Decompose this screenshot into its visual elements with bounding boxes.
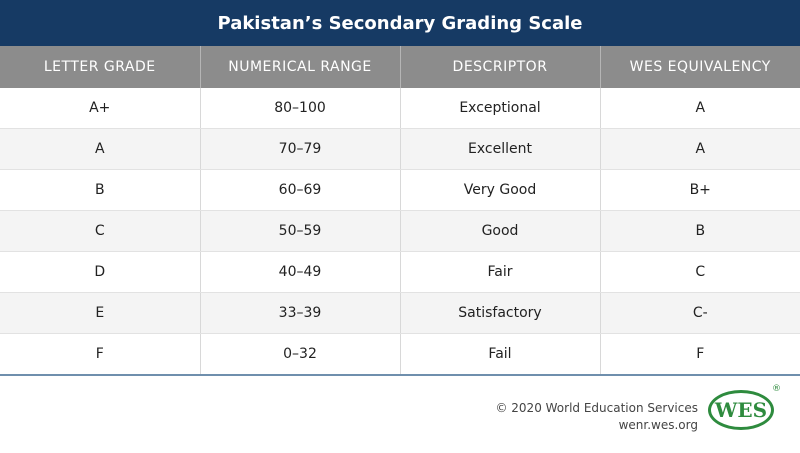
table-row: A+ 80–100 Exceptional A bbox=[0, 88, 800, 129]
table-row: C 50–59 Good B bbox=[0, 210, 800, 252]
table-cell: Fail bbox=[400, 333, 601, 376]
table-row: D 40–49 Fair C bbox=[0, 251, 800, 293]
table-cell: 40–49 bbox=[200, 251, 401, 293]
column-header: DESCRIPTOR bbox=[400, 46, 601, 88]
logo: WES bbox=[708, 390, 774, 430]
table-row: F 0–32 Fail F bbox=[0, 333, 800, 376]
table-row: B 60–69 Very Good B+ bbox=[0, 169, 800, 211]
copyright: © 2020 World Education Services bbox=[495, 401, 698, 415]
title-bar: Pakistan’s Secondary Grading Scale bbox=[0, 0, 800, 46]
table-cell: E bbox=[0, 292, 201, 334]
table-row: E 33–39 Satisfactory C- bbox=[0, 292, 800, 334]
table-cell: C bbox=[0, 210, 201, 252]
table-cell: 70–79 bbox=[200, 128, 401, 170]
table-cell: Excellent bbox=[400, 128, 601, 170]
table-cell: A bbox=[600, 88, 800, 129]
table-cell: B+ bbox=[600, 169, 800, 211]
table-cell: 80–100 bbox=[200, 88, 401, 129]
table-cell: Fair bbox=[400, 251, 601, 293]
logo-mark: ® bbox=[772, 384, 781, 394]
table-cell: B bbox=[600, 210, 800, 252]
column-header: LETTER GRADE bbox=[0, 46, 201, 88]
table-cell: Satisfactory bbox=[400, 292, 601, 334]
table-cell: Exceptional bbox=[400, 88, 601, 129]
table-cell: A bbox=[0, 128, 201, 170]
table-cell: Very Good bbox=[400, 169, 601, 211]
table-cell: A bbox=[600, 128, 800, 170]
table-row: A 70–79 Excellent A bbox=[0, 128, 800, 170]
table-cell: B bbox=[0, 169, 201, 211]
footer: © 2020 World Education Services wenr.wes… bbox=[495, 400, 698, 434]
table-cell: 33–39 bbox=[200, 292, 401, 334]
column-header: NUMERICAL RANGE bbox=[200, 46, 401, 88]
title: Pakistan’s Secondary Grading Scale bbox=[217, 12, 583, 34]
table-cell: C- bbox=[600, 292, 800, 334]
table-cell: 0–32 bbox=[200, 333, 401, 376]
table-cell: Good bbox=[400, 210, 601, 252]
table-cell: D bbox=[0, 251, 201, 293]
table-cell: F bbox=[0, 333, 201, 376]
table-body: A+ 80–100 Exceptional A A 70–79 Excellent A B 60–… bbox=[0, 88, 800, 376]
table-cell: 60–69 bbox=[200, 169, 401, 211]
table-cell: 50–59 bbox=[200, 210, 401, 252]
table-cell: F bbox=[600, 333, 800, 376]
header-row: LETTER GRADE NUMERICAL RANGE DESCRIPTOR WES… bbox=[0, 46, 800, 88]
table-cell: A+ bbox=[0, 88, 201, 129]
column-header: WES EQUIVALENCY bbox=[600, 46, 800, 88]
url: wenr.wes.org bbox=[618, 418, 698, 432]
table-cell: C bbox=[600, 251, 800, 293]
grading-table: LETTER GRADE NUMERICAL RANGE DESCRIPTOR WES… bbox=[0, 46, 800, 376]
